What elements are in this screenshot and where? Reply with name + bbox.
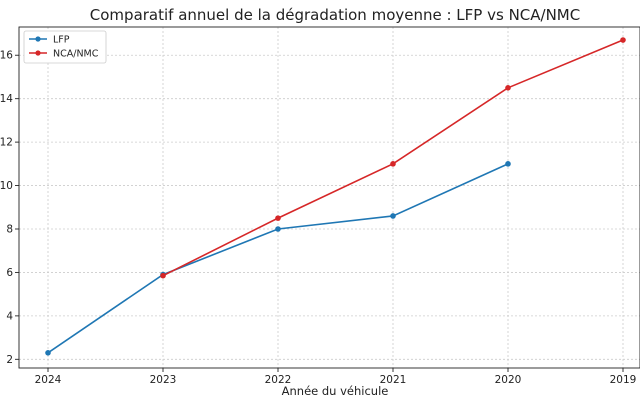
legend-label-nca-nmc: NCA/NMC <box>53 48 99 59</box>
x-tick-label-2019: 2019 <box>610 374 637 386</box>
point-lfp-2021 <box>390 213 396 219</box>
series <box>45 37 626 356</box>
legend-label-lfp: LFP <box>53 34 70 45</box>
x-tick-label-2022: 2022 <box>265 374 292 386</box>
legend-marker-lfp <box>35 36 41 42</box>
y-tick-label-12: 12 <box>0 137 13 149</box>
x-tick-label-2020: 2020 <box>495 374 522 386</box>
legend: LFP NCA/NMC <box>23 30 107 64</box>
y-tick-label-2: 2 <box>6 354 13 366</box>
x-axis: 2024 2023 2022 2021 2020 2019 <box>35 368 637 386</box>
point-nca-nmc-2023 <box>160 272 166 279</box>
point-lfp-2020 <box>505 161 511 167</box>
y-tick-label-10: 10 <box>0 180 13 192</box>
point-nca-nmc-2020 <box>505 85 511 91</box>
y-tick-label-8: 8 <box>6 223 13 235</box>
grid <box>19 27 640 368</box>
point-nca-nmc-2021 <box>390 161 396 167</box>
x-axis-label: Année du véhicule <box>282 384 389 398</box>
point-lfp-2024 <box>45 349 51 356</box>
y-tick-label-4: 4 <box>6 310 13 322</box>
x-tick-label-2023: 2023 <box>150 374 177 386</box>
y-tick-label-6: 6 <box>6 267 13 279</box>
y-axis: 2 4 6 8 10 12 14 16 <box>0 50 19 366</box>
point-nca-nmc-2022 <box>275 215 281 221</box>
x-tick-label-2024: 2024 <box>35 374 62 386</box>
chart-title: Comparatif annuel de la dégradation moye… <box>90 6 580 24</box>
legend-marker-nca-nmc <box>35 50 41 56</box>
y-tick-label-14: 14 <box>0 93 13 105</box>
plot-area-frame <box>18 26 640 369</box>
y-tick-label-16: 16 <box>0 50 13 62</box>
x-tick-label-2021: 2021 <box>380 374 407 386</box>
point-nca-nmc-2019 <box>620 37 626 43</box>
point-lfp-2022 <box>275 226 281 232</box>
